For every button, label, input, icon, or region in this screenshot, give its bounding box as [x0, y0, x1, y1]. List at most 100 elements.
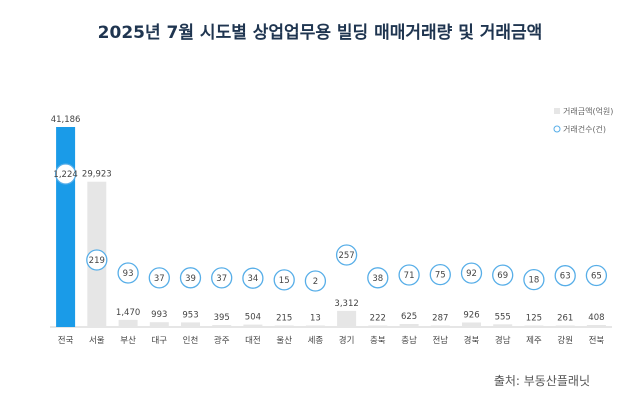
count-circle-17	[585, 264, 608, 287]
count-label-3: 37	[154, 274, 165, 284]
count-label-15: 18	[528, 276, 539, 286]
bar-3	[149, 322, 169, 327]
legend-amount-label: 거래금액(억원)	[563, 106, 613, 116]
x-tick-0: 전국	[58, 335, 74, 346]
count-circles-layer: 1,224 219 93 37 39 37 34 15 2 257 38 71 75 92 69 18 63 65	[53, 163, 608, 292]
x-tick-7: 울산	[276, 335, 292, 346]
bar-14	[493, 324, 513, 327]
amount-label-15: 125	[526, 314, 542, 324]
x-tick-15: 제주	[526, 336, 542, 346]
count-label-10: 38	[372, 274, 383, 284]
amount-label-4: 953	[182, 310, 198, 320]
count-label-9: 257	[338, 251, 354, 261]
count-label-2: 93	[123, 269, 134, 279]
amount-label-6: 504	[245, 313, 261, 323]
count-circle-7	[273, 269, 295, 291]
count-circle-4	[179, 267, 202, 289]
count-label-12: 75	[435, 271, 446, 281]
amount-label-11: 625	[401, 312, 417, 322]
bar-2	[118, 319, 138, 327]
x-tick-13: 경북	[464, 335, 480, 346]
bar-12	[430, 325, 450, 327]
bar-17	[586, 325, 606, 327]
amount-label-1: 29,923	[82, 170, 112, 180]
count-label-11: 71	[404, 271, 415, 281]
count-label-8: 2	[313, 277, 318, 287]
count-circle-11	[398, 264, 420, 286]
count-circle-2	[117, 262, 139, 284]
count-label-4: 39	[185, 274, 196, 284]
count-label-0: 1,224	[53, 170, 77, 180]
x-tick-11: 충남	[401, 336, 417, 346]
bar-15	[524, 325, 544, 327]
count-circle-9	[335, 244, 358, 266]
amount-label-14: 555	[495, 312, 511, 322]
amount-label-13: 926	[463, 311, 479, 321]
bar-11	[399, 324, 419, 327]
count-circle-0	[54, 163, 77, 185]
x-tick-labels: 전국 서울 부산 대구 인천 광주 대전 울산 세종 경기 충북 충남 전남 경북 경남 제주 강원 전북	[58, 335, 605, 346]
amount-label-17: 408	[588, 313, 604, 323]
count-circle-12	[429, 263, 451, 286]
count-circle-1	[86, 249, 108, 271]
bar-5	[212, 325, 232, 327]
count-circle-16	[554, 265, 576, 287]
count-circle-3	[148, 267, 170, 289]
x-tick-3: 대구	[151, 336, 167, 346]
bar-10	[368, 325, 388, 327]
legend: 거래금액(억원) 거래건수(건)	[553, 106, 613, 134]
count-label-17: 65	[591, 272, 602, 282]
count-circle-15	[523, 268, 545, 291]
count-circle-5	[211, 267, 233, 289]
amount-label-3: 993	[151, 310, 167, 320]
legend-count-swatch	[553, 125, 561, 133]
x-tick-12: 전남	[432, 335, 448, 346]
count-label-7: 15	[279, 276, 290, 286]
count-circle-10	[367, 267, 389, 289]
bar-7	[274, 325, 294, 327]
count-label-6: 34	[247, 274, 258, 284]
count-label-16: 63	[560, 272, 571, 282]
count-circle-6	[242, 267, 264, 289]
x-tick-8: 세종	[308, 336, 324, 346]
bar-8	[305, 325, 325, 327]
bar-13	[462, 322, 481, 327]
x-tick-4: 인천	[183, 335, 199, 346]
bar-6	[243, 324, 263, 327]
bar-9	[337, 310, 357, 327]
x-tick-1: 서울	[89, 336, 105, 346]
x-tick-14: 경남	[495, 335, 511, 346]
count-label-1: 219	[89, 256, 105, 266]
bar-0	[56, 127, 76, 327]
amount-label-9: 3,312	[334, 299, 358, 309]
bar-16	[555, 325, 575, 327]
bars-layer	[56, 127, 606, 327]
x-tick-5: 광주	[214, 335, 230, 346]
x-tick-2: 부산	[120, 335, 136, 346]
count-label-13: 92	[466, 269, 477, 279]
chart-title: 2025년 7월 시도별 상업업무용 빌딩 매매거래량 및 거래금액	[98, 23, 543, 43]
count-label-5: 37	[216, 274, 227, 284]
x-tick-16: 강원	[557, 335, 573, 346]
x-tick-6: 대전	[245, 335, 261, 346]
amount-label-16: 261	[557, 314, 573, 324]
count-circle-14	[492, 264, 514, 286]
amount-label-7: 215	[276, 314, 292, 324]
x-tick-10: 충북	[370, 336, 386, 346]
x-tick-9: 경기	[339, 335, 355, 346]
count-circle-8	[304, 270, 327, 292]
amount-label-5: 395	[214, 313, 230, 323]
count-circle-13	[460, 262, 483, 284]
legend-count-label: 거래건수(건)	[563, 124, 606, 134]
legend-amount-swatch	[554, 108, 560, 114]
amount-label-8: 13	[310, 314, 321, 324]
amount-label-12: 287	[432, 314, 448, 324]
x-tick-17: 전북	[589, 335, 605, 346]
amount-label-2: 1,470	[116, 308, 140, 318]
amount-label-0: 41,186	[51, 115, 81, 125]
count-label-14: 69	[497, 271, 508, 281]
source-text: 출처: 부동산플래닛	[494, 374, 590, 388]
